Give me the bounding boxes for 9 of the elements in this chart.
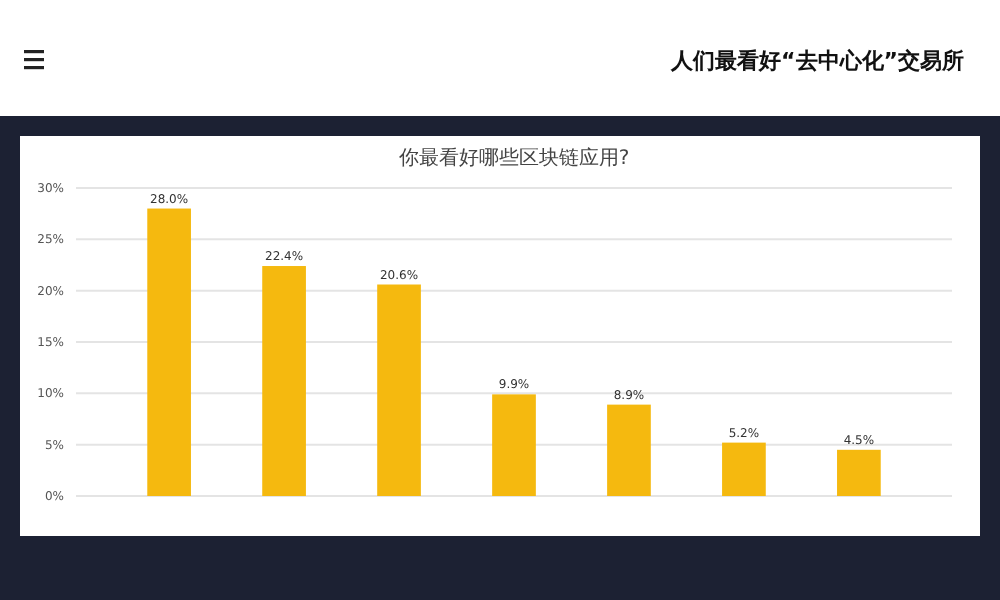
text: 人们最看好“去中心化”交易所 — [669, 48, 964, 74]
bar — [607, 404, 651, 496]
bar — [837, 449, 881, 496]
bar — [492, 394, 536, 496]
bar — [377, 284, 421, 496]
chart-title: 你最看好哪些区块链应用? — [398, 146, 630, 170]
bar — [147, 208, 191, 496]
bar — [262, 266, 306, 496]
bar — [722, 442, 766, 496]
